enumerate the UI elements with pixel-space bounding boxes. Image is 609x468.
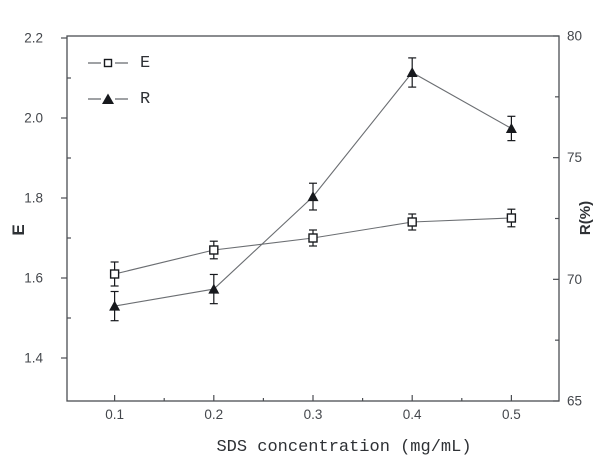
series-e-marker [109, 269, 120, 279]
x-axis-tick-label: 0.5 [502, 407, 521, 422]
x-axis-title: SDS concentration (mg/mL) [216, 438, 472, 457]
left-axis-tick-label: 1.4 [24, 351, 43, 366]
series-r-marker [505, 122, 517, 133]
right-axis-tick-label: 80 [567, 29, 582, 44]
series-e-marker [506, 213, 517, 223]
series-r-marker [307, 191, 319, 202]
left-y-axis-title: E [9, 224, 28, 236]
filled-triangle-marker-icon [88, 93, 128, 104]
series-e-marker [308, 233, 318, 243]
legend: E R [88, 52, 150, 124]
series-e-marker [407, 217, 417, 227]
x-axis-tick-label: 0.2 [204, 407, 223, 422]
legend-item-e: E [88, 52, 150, 74]
series-r-marker [109, 300, 121, 311]
right-axis-tick-label: 70 [567, 272, 582, 287]
legend-label-e: E [140, 53, 151, 73]
series-r-marker [406, 67, 418, 77]
open-square-marker-icon [88, 58, 128, 68]
x-axis-tick-label: 0.3 [304, 407, 323, 422]
x-axis-tick-label: 0.4 [403, 407, 422, 422]
left-axis-tick-label: 1.6 [24, 271, 43, 286]
right-axis-tick-label: 65 [567, 394, 582, 409]
legend-label-r: R [140, 89, 151, 109]
right-y-axis-title: R(%) [576, 200, 594, 236]
left-axis-tick-label: 2.0 [24, 111, 43, 126]
legend-item-r: R [88, 88, 150, 110]
right-axis-tick-label: 75 [567, 150, 582, 165]
x-axis-tick-label: 0.1 [105, 407, 124, 422]
left-axis-tick-label: 2.2 [24, 31, 43, 46]
series-e-marker [209, 245, 219, 255]
left-axis-tick-label: 1.8 [24, 191, 43, 206]
series-r-marker [208, 283, 220, 294]
